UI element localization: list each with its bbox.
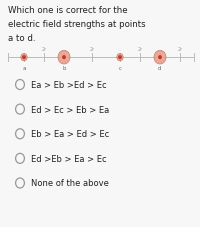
Text: electric field strengths at points: electric field strengths at points	[8, 20, 146, 29]
Text: 2r: 2r	[177, 47, 183, 52]
Text: Ed >Eb > Ea > Ec: Ed >Eb > Ea > Ec	[31, 154, 107, 163]
Text: Which one is correct for the: Which one is correct for the	[8, 6, 128, 15]
Circle shape	[58, 51, 70, 65]
Text: b: b	[62, 66, 66, 71]
Text: Ea > Eb >Ed > Ec: Ea > Eb >Ed > Ec	[31, 81, 107, 90]
Text: 2r: 2r	[41, 47, 47, 52]
Text: a: a	[22, 66, 26, 71]
Text: 2r: 2r	[137, 47, 143, 52]
Text: Ed > Ec > Eb > Ea: Ed > Ec > Eb > Ea	[31, 105, 110, 114]
Circle shape	[159, 57, 161, 59]
Circle shape	[119, 57, 121, 59]
Text: Eb > Ea > Ed > Ec: Eb > Ea > Ed > Ec	[31, 130, 110, 139]
Text: 2r: 2r	[89, 47, 95, 52]
Circle shape	[23, 57, 25, 59]
Circle shape	[21, 54, 27, 62]
Circle shape	[154, 51, 166, 65]
Text: None of the above: None of the above	[31, 179, 109, 188]
Circle shape	[117, 54, 123, 62]
Text: d: d	[158, 66, 162, 71]
Text: c: c	[118, 66, 122, 71]
Circle shape	[63, 57, 65, 59]
Text: a to d.: a to d.	[8, 34, 36, 43]
